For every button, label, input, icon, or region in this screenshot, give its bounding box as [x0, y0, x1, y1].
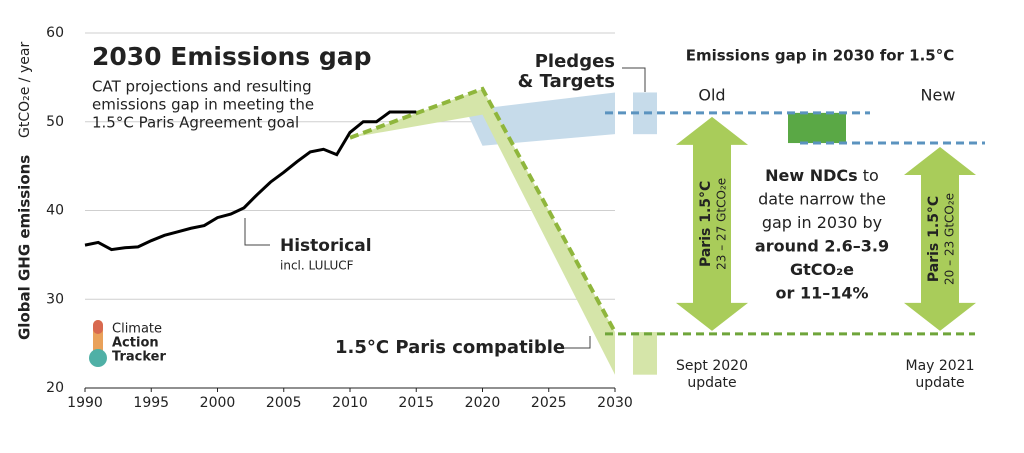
footer-label: update: [687, 375, 736, 391]
pledges-label: Pledges & Targets: [518, 51, 615, 92]
paris-range: [633, 332, 657, 375]
leader-line: [622, 67, 646, 92]
arrow-range: 23 – 27 GtCO₂e: [715, 178, 729, 270]
y-tick-label: 50: [46, 114, 64, 130]
leader-line: [244, 218, 270, 246]
gap-text-line: gap in 2030 by: [762, 213, 882, 232]
gap-text-segment: to: [858, 166, 879, 185]
gap-text-line: or 11–14%: [775, 283, 868, 302]
gap-text-line: GtCO₂e: [790, 260, 854, 279]
gap-arrow: [904, 147, 976, 331]
x-tick-label: 2010: [332, 395, 368, 411]
gap-arrow: [676, 116, 748, 331]
paris-line: [349, 86, 617, 334]
logo-icon: [89, 320, 107, 367]
x-tick-label: 2005: [266, 395, 302, 411]
arrow-label: Paris 1.5°C: [698, 181, 714, 267]
x-tick-label: 2000: [200, 395, 236, 411]
logo-text: Tracker: [112, 350, 166, 365]
x-tick-label: 2020: [465, 395, 501, 411]
leader-line: [562, 336, 591, 349]
subtitle-line: emissions gap in meeting the: [92, 96, 314, 114]
footer-label: Sept 2020: [676, 358, 748, 374]
gap-text-segment: GtCO₂e: [790, 260, 854, 279]
x-tick-label: 2025: [531, 395, 567, 411]
historical-line: [84, 110, 417, 252]
new-label: New: [921, 86, 956, 105]
y-tick-label: 60: [46, 25, 64, 41]
old-label: Old: [698, 86, 725, 105]
logo-text: Action: [112, 336, 159, 351]
historical-note: incl. LULUCF: [280, 259, 354, 273]
arrow-label: Paris 1.5°C: [926, 196, 942, 282]
x-tick-label: 1995: [133, 395, 169, 411]
y-tick-label: 20: [46, 380, 64, 396]
subtitle-line: 1.5°C Paris Agreement goal: [92, 114, 299, 132]
gap-text-line: around 2.6–3.9: [755, 236, 889, 255]
panel-title: Emissions gap in 2030 for 1.5°C: [686, 47, 955, 65]
arrow-range: 20 – 23 GtCO₂e: [943, 193, 957, 285]
pledges-label-line: & Targets: [518, 71, 615, 92]
logo-text: Climate: [112, 322, 162, 337]
paris-label: 1.5°C Paris compatible: [335, 337, 565, 358]
gap-text-segment: gap in 2030 by: [762, 213, 882, 232]
gap-text-line: date narrow the: [758, 189, 886, 208]
x-tick-label: 2030: [597, 395, 633, 411]
gap-text-line: New NDCs to: [765, 166, 879, 185]
gap-text-segment: or 11–14%: [775, 283, 868, 302]
narrowing-box: [788, 112, 846, 144]
y-axis-unit: GtCO₂e / year: [17, 42, 33, 138]
historical-label: Historical: [280, 236, 372, 256]
x-tick-label: 2015: [398, 395, 434, 411]
x-tick-label: 1990: [67, 395, 103, 411]
y-tick-label: 40: [46, 203, 64, 219]
y-axis-label: Global GHG emissions: [16, 155, 34, 340]
gap-text-segment: date narrow the: [758, 189, 886, 208]
footer-label: May 2021: [905, 358, 974, 374]
gap-text-segment: around 2.6–3.9: [755, 236, 889, 255]
subtitle-line: CAT projections and resulting: [92, 78, 312, 96]
pledges-label-line: Pledges: [535, 51, 615, 72]
footer-label: update: [915, 375, 964, 391]
y-tick-label: 30: [46, 291, 64, 307]
chart-title: 2030 Emissions gap: [92, 42, 372, 71]
gap-text-segment: New NDCs: [765, 166, 858, 185]
